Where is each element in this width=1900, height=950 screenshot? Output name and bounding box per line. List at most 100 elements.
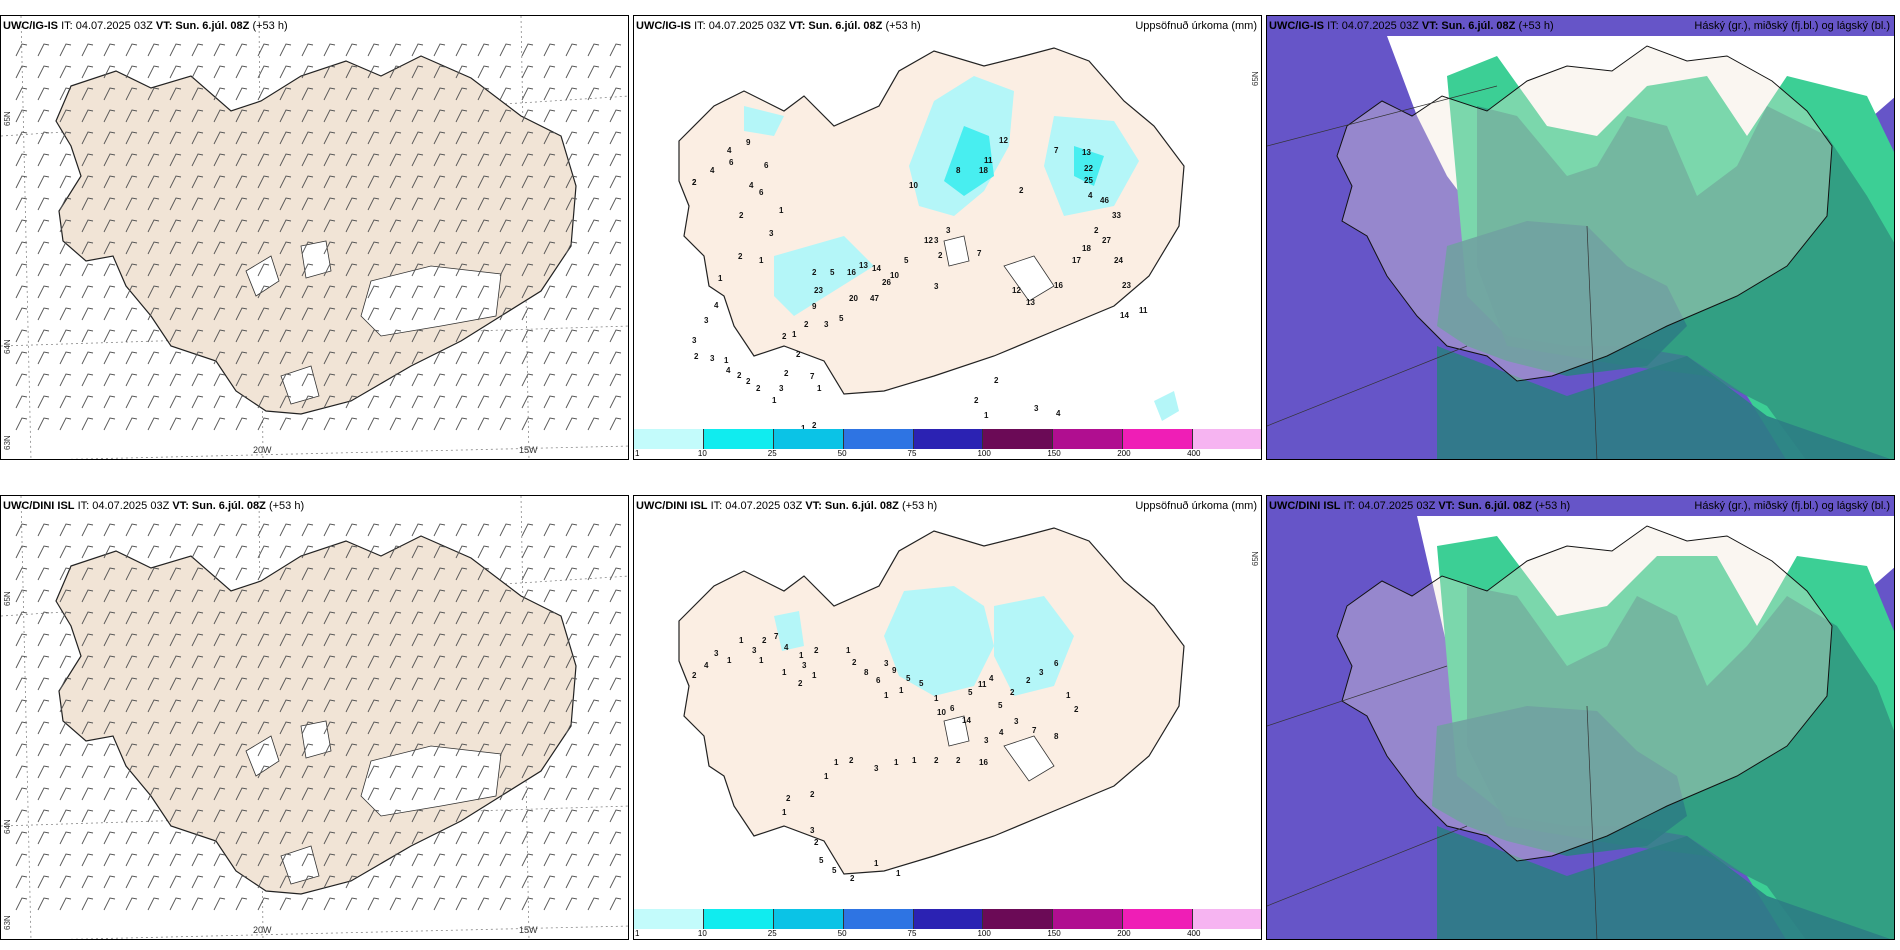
wind-barb bbox=[191, 853, 204, 867]
wind-barb bbox=[345, 853, 358, 867]
wind-barb bbox=[433, 787, 446, 801]
wind-barb bbox=[301, 241, 314, 255]
wind-barb bbox=[609, 241, 622, 255]
wind-barb bbox=[235, 263, 248, 277]
precip-value: 7 bbox=[1054, 146, 1059, 155]
wind-barb bbox=[257, 373, 270, 387]
wind-barb bbox=[389, 721, 402, 735]
wind-barb bbox=[477, 153, 490, 167]
precip-value: 4 bbox=[784, 643, 789, 652]
wind-barb bbox=[323, 743, 336, 757]
wind-barb bbox=[455, 373, 468, 387]
precip-value: 33 bbox=[1112, 211, 1121, 220]
wind-barb bbox=[125, 523, 138, 537]
wind-barb bbox=[433, 351, 446, 365]
low-cloud-dark bbox=[1437, 221, 1687, 376]
cloud-cover-map bbox=[1267, 496, 1894, 939]
precip-value: 5 bbox=[832, 866, 837, 875]
precip-value: 2 bbox=[1074, 705, 1079, 714]
wind-barb bbox=[15, 897, 28, 911]
wind-barb bbox=[301, 677, 314, 691]
wind-barb bbox=[477, 611, 490, 625]
wind-barb bbox=[257, 721, 270, 735]
wind-barb bbox=[81, 109, 94, 123]
precip-value: 3 bbox=[810, 826, 815, 835]
wind-barb bbox=[565, 611, 578, 625]
precip-value: 2 bbox=[692, 671, 697, 680]
wind-barb bbox=[543, 523, 556, 537]
wind-barb bbox=[15, 241, 28, 255]
wind-barb bbox=[191, 153, 204, 167]
wind-barb bbox=[301, 787, 314, 801]
wind-barb bbox=[37, 219, 50, 233]
wind-barb bbox=[389, 677, 402, 691]
wind-barb bbox=[213, 329, 226, 343]
wind-barb bbox=[543, 589, 556, 603]
wind-barb bbox=[59, 655, 72, 669]
precip-value: 13 bbox=[1082, 148, 1091, 157]
wind-barb bbox=[477, 395, 490, 409]
wind-barb bbox=[455, 545, 468, 559]
wind-barb bbox=[411, 875, 424, 889]
wind-barb bbox=[389, 373, 402, 387]
lat-label: 65N bbox=[1251, 551, 1260, 566]
wind-barb bbox=[37, 611, 50, 625]
wind-barb bbox=[147, 677, 160, 691]
wind-barb bbox=[433, 765, 446, 779]
wind-barb bbox=[191, 611, 204, 625]
wind-barb bbox=[411, 567, 424, 581]
cloud-title: Háský (gr.), miðský (fj.bl.) og lágský (… bbox=[1694, 20, 1890, 32]
wind-barb bbox=[235, 285, 248, 299]
wind-barb bbox=[433, 589, 446, 603]
wind-barb bbox=[125, 611, 138, 625]
low-cloud-south bbox=[1437, 346, 1891, 459]
wind-barb bbox=[125, 395, 138, 409]
wind-barb bbox=[15, 721, 28, 735]
scale-tick: 200 bbox=[1117, 929, 1131, 938]
wind-barb bbox=[279, 219, 292, 233]
wind-barb bbox=[213, 395, 226, 409]
wind-barb bbox=[543, 545, 556, 559]
wind-barb bbox=[81, 897, 94, 911]
wind-barb bbox=[455, 567, 468, 581]
wind-barb bbox=[59, 219, 72, 233]
precip-value: 2 bbox=[738, 252, 743, 261]
wind-barb bbox=[279, 721, 292, 735]
wind-barb bbox=[323, 351, 336, 365]
precip-value: 4 bbox=[726, 366, 731, 375]
wind-barb bbox=[301, 831, 314, 845]
wind-barb bbox=[565, 153, 578, 167]
wind-barb bbox=[543, 241, 556, 255]
wind-barb bbox=[323, 765, 336, 779]
wind-barb bbox=[609, 307, 622, 321]
wind-barb bbox=[455, 787, 468, 801]
wind-barb bbox=[433, 175, 446, 189]
wind-barb bbox=[169, 875, 182, 889]
wind-barb bbox=[103, 655, 116, 669]
wind-barb bbox=[455, 43, 468, 57]
wind-barb bbox=[323, 417, 336, 431]
wind-barb bbox=[411, 765, 424, 779]
wind-barb bbox=[433, 153, 446, 167]
wind-barb bbox=[411, 87, 424, 101]
wind-barb bbox=[345, 417, 358, 431]
init-time: IT: 04.07.2025 03Z bbox=[694, 20, 786, 32]
iceland-landmass bbox=[678, 47, 1185, 395]
wind-barb bbox=[301, 153, 314, 167]
wind-barb bbox=[147, 285, 160, 299]
wind-barb bbox=[477, 743, 490, 757]
wind-barb bbox=[389, 43, 402, 57]
wind-barb bbox=[191, 175, 204, 189]
grid-lines bbox=[1267, 665, 1598, 939]
wind-barb bbox=[411, 43, 424, 57]
wind-barb bbox=[59, 809, 72, 823]
wind-barb bbox=[433, 567, 446, 581]
wind-barb bbox=[125, 721, 138, 735]
wind-barb bbox=[257, 153, 270, 167]
wind-barb bbox=[235, 131, 248, 145]
wind-barb bbox=[235, 743, 248, 757]
wind-barb bbox=[411, 351, 424, 365]
wind-barb bbox=[521, 329, 534, 343]
wind-barb bbox=[15, 395, 28, 409]
wind-barb bbox=[301, 721, 314, 735]
